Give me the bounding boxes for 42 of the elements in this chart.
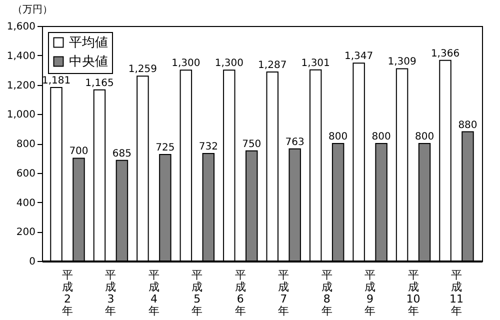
data-label: 1,301 [301, 58, 330, 69]
data-label: 1,347 [344, 51, 374, 62]
y-tick-label: 600 [16, 168, 36, 180]
y-axis-title: （万円） [12, 4, 52, 16]
data-label: 1,287 [258, 60, 287, 71]
data-label: 725 [156, 142, 175, 154]
data-label: 750 [242, 138, 262, 150]
legend-label: 平均値 [69, 36, 108, 50]
y-tick-label: 800 [16, 139, 36, 150]
data-label: 1,309 [388, 56, 416, 68]
x-tick-label: 平成4年 [148, 268, 160, 318]
data-label: 880 [458, 120, 478, 131]
x-tick-label: 平成8年 [321, 268, 332, 318]
data-label: 1,300 [214, 58, 244, 70]
x-tick-label: 平成5年 [192, 268, 203, 318]
y-tick-label: 0 [29, 256, 36, 268]
data-label: 685 [112, 148, 132, 160]
data-label: 1,181 [42, 76, 71, 87]
x-tick-label: 平成11年 [450, 268, 464, 318]
x-tick-label: 平成9年 [364, 268, 376, 318]
y-tick-label: 1,600 [6, 22, 36, 32]
data-label: 1,300 [172, 58, 200, 70]
data-label: 1,165 [85, 78, 114, 89]
data-label: 800 [328, 132, 348, 142]
data-label: 700 [69, 146, 88, 158]
data-label: 1,259 [128, 64, 158, 76]
y-tick-label: 1,200 [6, 80, 36, 92]
legend-label: 中央値 [69, 54, 108, 70]
data-label: 732 [198, 141, 218, 152]
x-tick-label: 平成6年 [234, 268, 246, 318]
data-label: 800 [372, 132, 391, 142]
data-label: 800 [414, 132, 434, 142]
data-label: 1,366 [430, 48, 460, 60]
y-tick-label: 200 [16, 227, 36, 238]
y-tick-label: 400 [16, 198, 36, 209]
y-tick-label: 1,400 [6, 50, 36, 62]
x-tick-label: 平成2年 [62, 268, 73, 318]
x-tick-label: 平成10年 [406, 268, 420, 318]
y-tick-label: 1,000 [6, 110, 36, 121]
x-tick-label: 平成7年 [278, 268, 290, 318]
x-tick-label: 平成3年 [105, 268, 116, 318]
data-label: 763 [285, 136, 304, 148]
